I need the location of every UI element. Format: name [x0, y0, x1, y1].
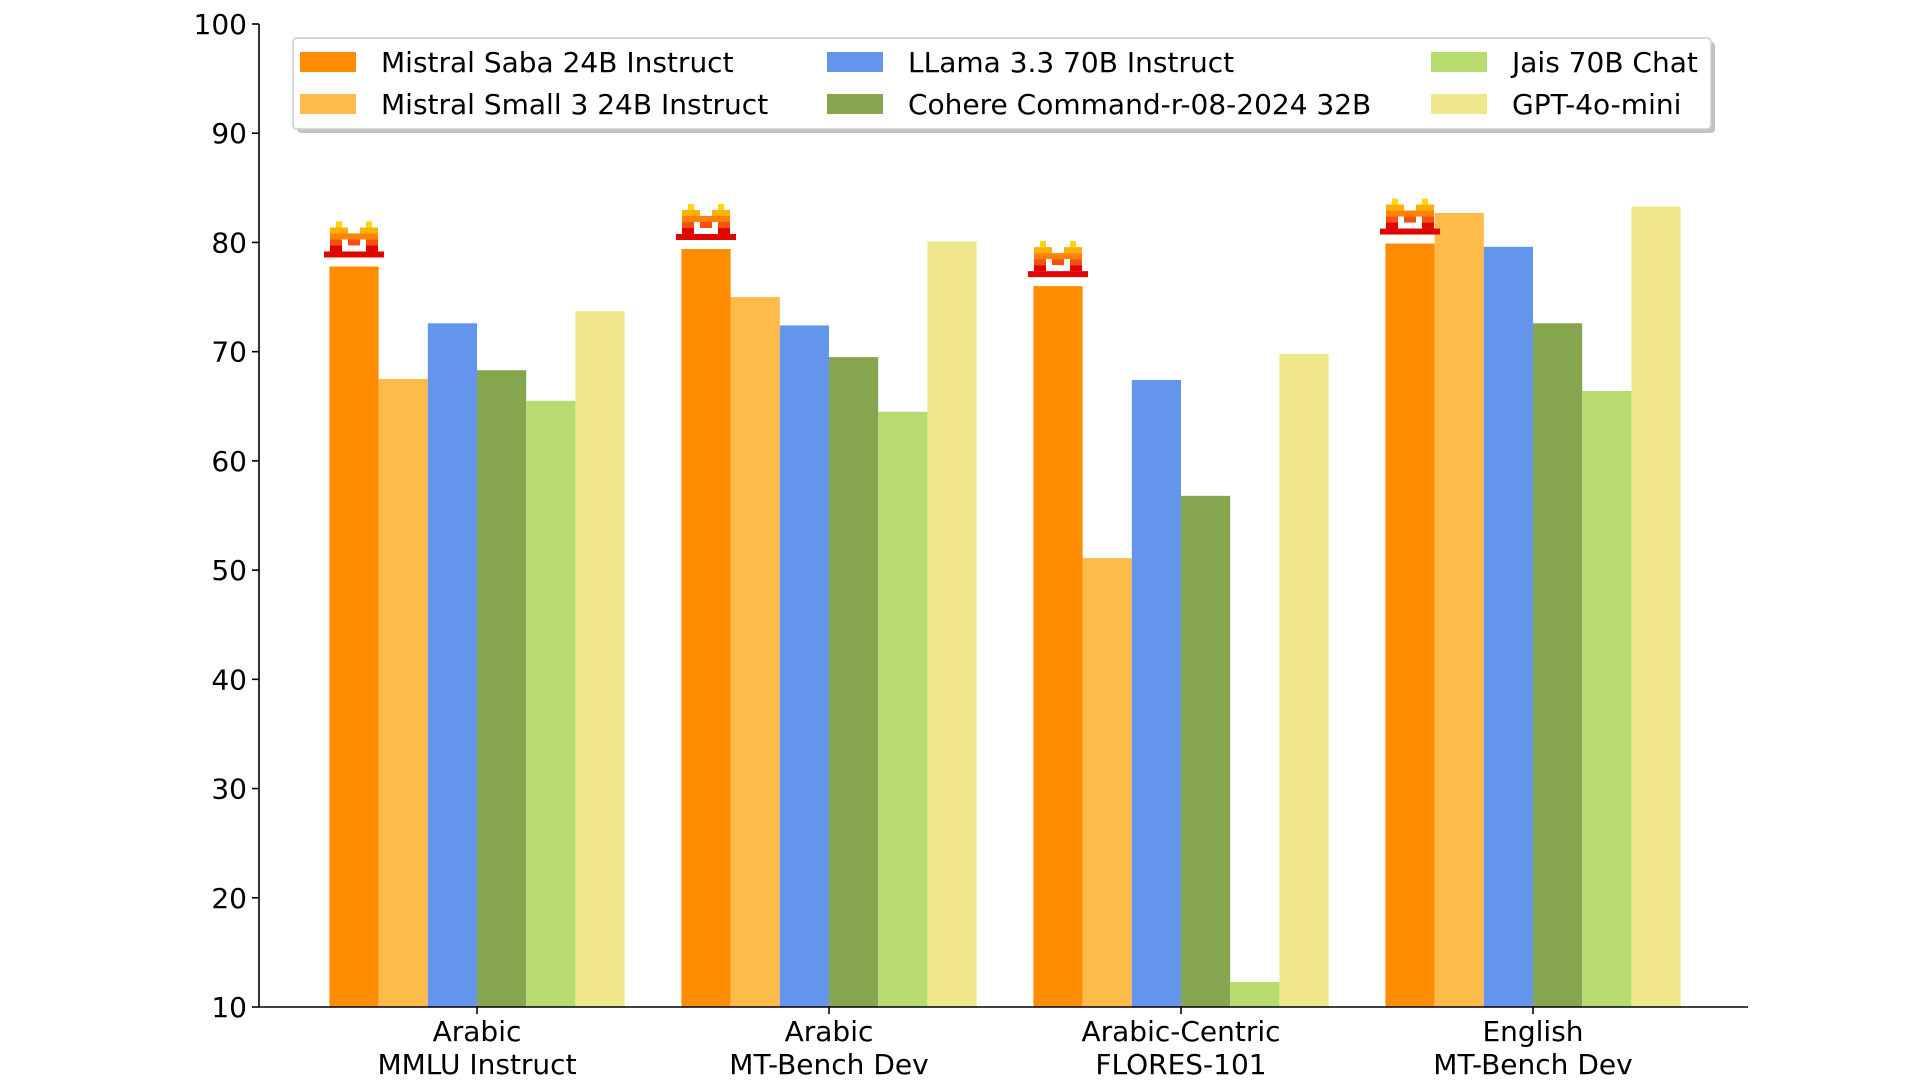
axes-layer: [258, 24, 1748, 1008]
bar-5-0: [575, 311, 625, 1007]
bar-0-2: [1033, 286, 1083, 1007]
legend-label: Cohere Command-r-08-2024 32B: [908, 88, 1371, 121]
bar-0-1: [681, 249, 731, 1007]
bar-4-2: [1230, 981, 1280, 1007]
bar-3-0: [477, 370, 527, 1008]
y-tick-label: 100: [194, 8, 247, 41]
legend-label: Mistral Saba 24B Instruct: [381, 46, 734, 79]
x-tick-label: Arabic: [433, 1015, 522, 1048]
bar-2-1: [779, 325, 829, 1007]
legend-box: [292, 37, 1712, 130]
legend: Mistral Saba 24B Instruct Mistral Small 3…: [292, 37, 1715, 133]
y-tick-label: 70: [211, 336, 247, 369]
bar-5-1: [927, 241, 977, 1008]
y-tick-label: 80: [211, 226, 247, 259]
y-tick-label: 10: [211, 991, 247, 1024]
markers-layer: [324, 198, 1440, 278]
bar-3-3: [1533, 323, 1583, 1007]
bar-1-0: [378, 378, 428, 1008]
legend-swatch: [1431, 94, 1487, 114]
bar-4-3: [1582, 390, 1632, 1007]
y-tick-label: 40: [211, 663, 247, 696]
bar-1-3: [1434, 212, 1484, 1007]
legend-label: LLama 3.3 70B Instruct: [908, 46, 1234, 79]
legend-swatch: [827, 94, 883, 114]
legend-swatch: [1431, 52, 1487, 72]
legend-swatch: [300, 94, 356, 114]
y-tick-label: 90: [211, 117, 247, 150]
legend-swatch: [300, 52, 356, 72]
bar-5-2: [1279, 353, 1329, 1008]
x-tick-label: MT-Bench Dev: [1433, 1048, 1632, 1080]
x-tick-label: Arabic-Centric: [1081, 1015, 1280, 1048]
mistral-logo-icon: [1380, 198, 1440, 235]
x-tick-label: English: [1482, 1015, 1583, 1048]
x-tick-label: MT-Bench Dev: [729, 1048, 928, 1080]
legend-label: Jais 70B Chat: [1510, 46, 1698, 79]
bar-1-2: [1082, 558, 1132, 1007]
bar-5-3: [1631, 206, 1681, 1007]
y-tick-label: 50: [211, 554, 247, 587]
y-tick-label: 60: [211, 445, 247, 478]
bar-4-1: [878, 411, 928, 1007]
mistral-logo-icon: [324, 221, 384, 258]
bar-1-1: [730, 297, 780, 1007]
mistral-logo-icon: [676, 204, 736, 240]
y-tick-label: 20: [211, 882, 247, 915]
x-tick-label: Arabic: [785, 1015, 874, 1048]
legend-label: GPT-4o-mini: [1512, 88, 1681, 121]
y-tick-label: 30: [211, 773, 247, 806]
bars-layer: [329, 206, 1681, 1008]
bar-0-0: [329, 266, 379, 1008]
x-tick-label: FLORES-101: [1095, 1048, 1266, 1080]
mistral-logo-icon: [1028, 241, 1088, 278]
bar-3-1: [829, 357, 879, 1007]
bar-2-3: [1483, 246, 1533, 1007]
bar-2-2: [1131, 380, 1181, 1007]
legend-label: Mistral Small 3 24B Instruct: [381, 88, 768, 121]
bar-0-3: [1385, 243, 1435, 1008]
legend-swatch: [827, 52, 883, 72]
x-tick-label: MMLU Instruct: [377, 1048, 576, 1080]
bar-3-2: [1181, 495, 1231, 1007]
bar-4-0: [526, 400, 576, 1007]
bar-2-0: [427, 323, 477, 1007]
